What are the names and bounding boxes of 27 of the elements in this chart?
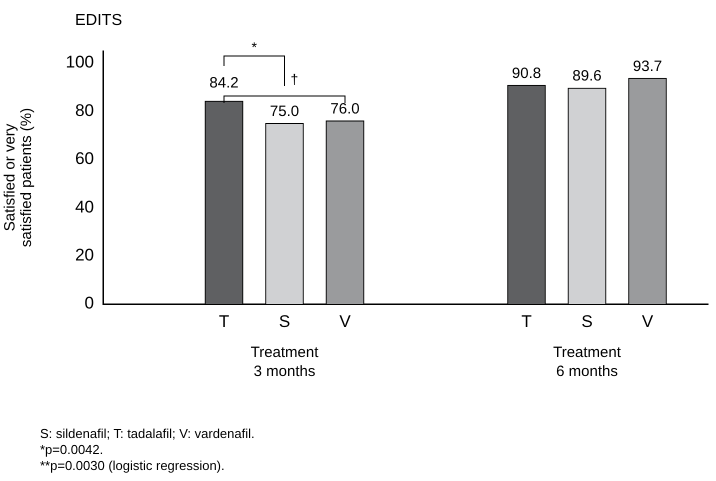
y-tick-label: 20	[75, 245, 94, 264]
data-label: 89.6	[572, 68, 602, 85]
data-label: 75.0	[270, 102, 300, 120]
chart-title: EDITS	[75, 12, 122, 29]
text: S: sildenafil; T: tadalafil; V: vardenafil.	[40, 426, 255, 441]
y-axis-title: Satisfied or very satisfied patients (%)	[1, 108, 35, 248]
text: *p=0.0042.	[40, 442, 104, 457]
data-label: 84.2	[209, 74, 239, 92]
text: Treatment 6 months	[553, 344, 622, 380]
x-tick-label: T	[218, 312, 230, 331]
data-label: 90.8	[512, 64, 542, 82]
y-tick-label: 80	[75, 100, 94, 120]
x-tick-label: T	[521, 312, 532, 331]
data-label: 93.7	[632, 58, 662, 75]
x-tick-label: S	[278, 312, 290, 331]
x-tick-label: V	[339, 312, 352, 331]
y-tick-label: 100	[66, 52, 94, 72]
y-tick-label: 40	[75, 197, 94, 216]
text: **p=0.0030 (logistic regression).	[40, 458, 225, 473]
annotation: *	[252, 38, 258, 55]
data-label: 76.0	[330, 100, 360, 118]
y-tick-label: 60	[75, 149, 94, 168]
x-tick-label: S	[581, 312, 593, 331]
text: Treatment 3 months	[250, 344, 320, 380]
y-tick-label: 0	[84, 294, 94, 313]
x-tick-label: V	[642, 312, 654, 331]
annotation: †	[290, 70, 298, 87]
